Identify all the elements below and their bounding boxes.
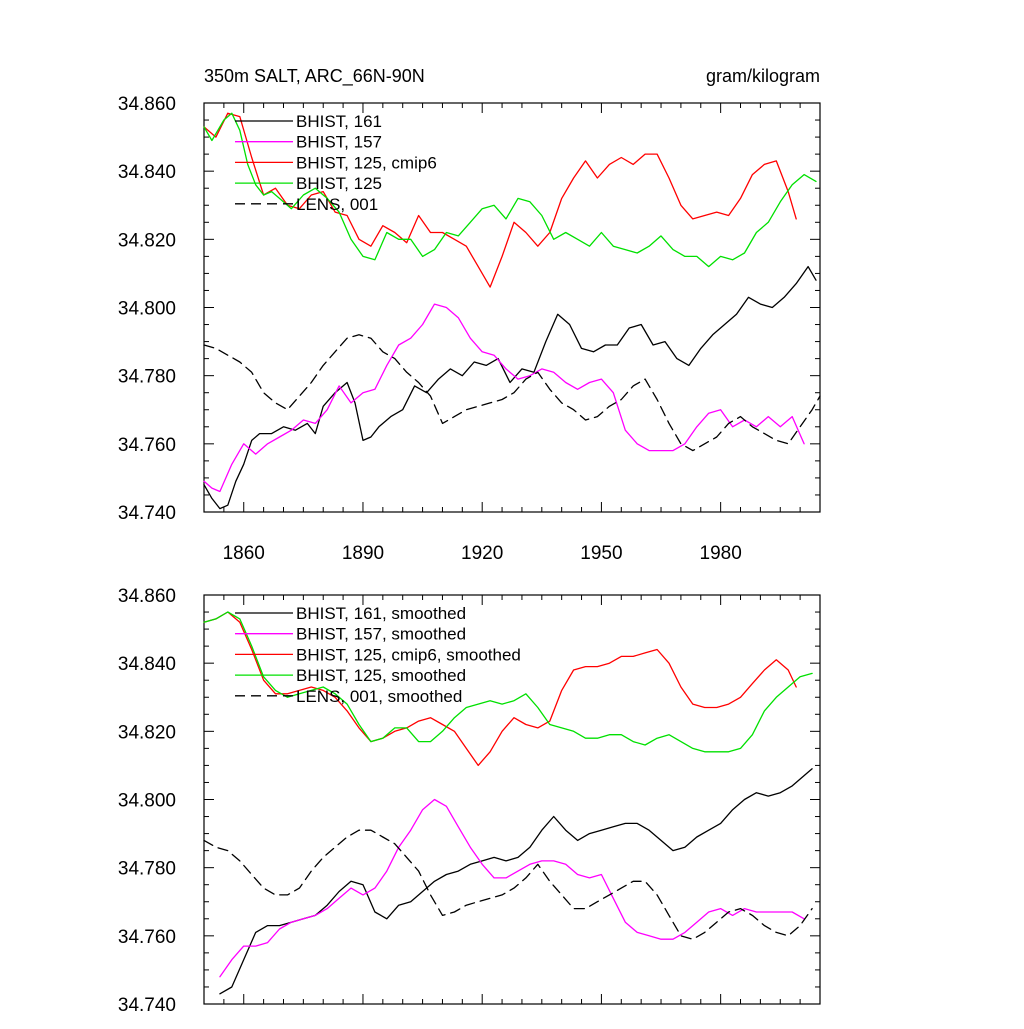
series-line-4 bbox=[203, 112, 817, 268]
x-tick-label: 1890 bbox=[342, 543, 384, 564]
y-tick-label: 34.840 bbox=[118, 162, 176, 183]
y-tick-label: 34.780 bbox=[118, 859, 176, 880]
legend-label: BHIST, 157, smoothed bbox=[296, 625, 466, 644]
chart-title: 350m SALT, ARC_66N-90N bbox=[204, 66, 425, 87]
y-tick-label: 34.760 bbox=[118, 927, 176, 948]
legend-label: BHIST, 125 bbox=[296, 174, 382, 193]
legend-label: LENS, 001 bbox=[296, 195, 378, 214]
legend-label: BHIST, 161 bbox=[296, 112, 382, 131]
y-tick-label: 34.820 bbox=[118, 230, 176, 251]
x-tick-label: 1950 bbox=[580, 543, 622, 564]
y-tick-label: 34.820 bbox=[118, 722, 176, 743]
series-line-2 bbox=[219, 798, 805, 978]
chart-panel-2: 34.740 34.760 34.780 34.800 34.820 34.840 34.8… bbox=[118, 586, 821, 1016]
series-line-5 bbox=[203, 829, 813, 940]
y-tick-label: 34.780 bbox=[118, 367, 176, 388]
legend-label: BHIST, 125, smoothed bbox=[296, 666, 466, 685]
series-line-3 bbox=[203, 112, 797, 288]
series-line-5 bbox=[203, 334, 821, 452]
y-tick-label: 34.800 bbox=[118, 299, 176, 320]
units-label: gram/kilogram bbox=[706, 66, 820, 86]
chart-panel-1: 350m SALT, ARC_66N-90N gram/kilogram 34.74… bbox=[118, 66, 821, 564]
legend-label: BHIST, 125, cmip6 bbox=[296, 153, 437, 172]
legend-label: BHIST, 157 bbox=[296, 133, 382, 152]
series-line-2 bbox=[203, 303, 805, 493]
x-tick-label: 1920 bbox=[461, 543, 503, 564]
y-tick-label: 34.860 bbox=[118, 586, 176, 607]
x-tick-label: 1860 bbox=[223, 543, 265, 564]
y-tick-label: 34.860 bbox=[118, 94, 176, 115]
series-line-3 bbox=[203, 611, 797, 767]
series-line-1 bbox=[219, 768, 813, 995]
series-line-1 bbox=[203, 265, 817, 510]
y-tick-label: 34.800 bbox=[118, 791, 176, 812]
series-line-4 bbox=[203, 611, 813, 753]
y-tick-label: 34.740 bbox=[118, 995, 176, 1016]
x-tick-label: 1980 bbox=[700, 543, 742, 564]
y-tick-label: 34.840 bbox=[118, 654, 176, 675]
legend-label: BHIST, 125, cmip6, smoothed bbox=[296, 645, 521, 664]
y-tick-label: 34.740 bbox=[118, 503, 176, 524]
legend-label: BHIST, 161, smoothed bbox=[296, 604, 466, 623]
y-tick-label: 34.760 bbox=[118, 435, 176, 456]
legend-label: LENS, 001, smoothed bbox=[296, 687, 462, 706]
